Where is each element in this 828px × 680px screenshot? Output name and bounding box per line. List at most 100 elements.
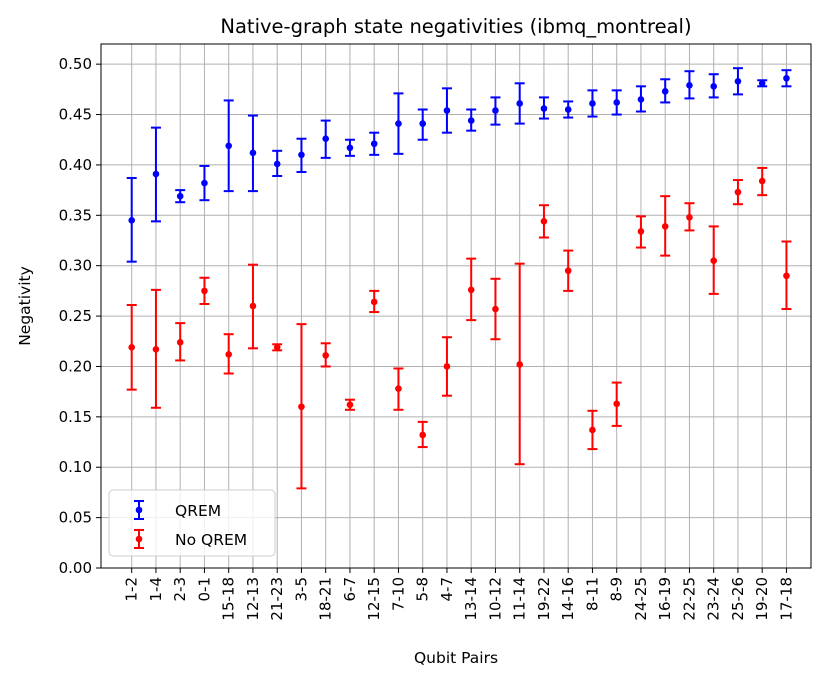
data-point: [128, 217, 135, 224]
data-point: [346, 144, 354, 152]
data-point: [467, 286, 475, 294]
data-point: [540, 218, 548, 225]
data-point: [758, 80, 766, 87]
x-tick-label: 12-13: [244, 577, 262, 621]
x-tick-label: 12-15: [365, 577, 383, 621]
y-tick-label: 0.30: [59, 257, 92, 275]
data-point: [734, 77, 742, 85]
data-point: [686, 214, 693, 221]
data-point: [661, 223, 669, 230]
data-point: [443, 363, 451, 370]
series-0: [126, 67, 792, 263]
legend-marker-point: [135, 506, 143, 514]
data-point: [492, 305, 499, 313]
data-point: [613, 99, 620, 106]
y-tick-label: 0.40: [59, 156, 92, 174]
legend-box: [108, 489, 276, 557]
data-point: [395, 120, 402, 127]
x-tick-label: 0-1: [195, 577, 213, 602]
legend-marker-point: [135, 535, 143, 543]
x-tick-label: 8-11: [583, 577, 601, 611]
x-tick-label: 14-16: [559, 577, 577, 621]
x-tick-label: 5-8: [414, 577, 432, 602]
x-tick-label: 18-21: [317, 577, 335, 621]
plot-frame: [100, 43, 812, 569]
data-point: [516, 100, 523, 107]
data-point: [176, 338, 184, 346]
data-point: [419, 431, 427, 439]
x-tick-label: 24-25: [632, 577, 650, 621]
data-point: [710, 83, 717, 90]
data-point: [564, 267, 572, 275]
data-point: [273, 160, 281, 168]
y-tick-label: 0.50: [59, 55, 92, 73]
data-point: [395, 385, 402, 392]
y-tick-label: 0.35: [59, 206, 92, 224]
data-point: [467, 117, 475, 124]
x-tick-label: 11-14: [511, 577, 529, 621]
x-tick-label: 19-22: [535, 577, 553, 621]
data-point: [201, 287, 208, 295]
y-tick-label: 0.00: [59, 559, 92, 577]
plot-marks: [126, 67, 792, 490]
data-point: [152, 346, 160, 353]
y-axis: 0.00 0.05 0.10 0.15 0.20 0.25 0.30 0.35 0.40 0.45…: [59, 55, 101, 577]
data-point: [564, 106, 572, 113]
x-tick-label: 22-25: [680, 577, 698, 621]
data-point: [783, 74, 790, 82]
x-tick-label: 2-3: [171, 577, 189, 602]
legend-label: No QREM: [175, 531, 247, 549]
x-tick-label: 15-18: [220, 577, 238, 621]
data-point: [370, 298, 378, 306]
x-tick-label: 16-19: [656, 577, 674, 621]
data-point: [346, 401, 354, 409]
data-point: [686, 82, 693, 89]
data-point: [637, 228, 645, 235]
x-tick-label: 23-24: [705, 577, 723, 621]
data-point: [370, 140, 378, 148]
data-point: [225, 351, 232, 358]
data-point: [249, 302, 257, 310]
y-tick-label: 0.05: [59, 509, 92, 527]
x-tick-label: 8-9: [608, 577, 626, 602]
data-point: [152, 170, 160, 178]
x-tick-label: 1-4: [147, 577, 165, 602]
y-tick-label: 0.10: [59, 458, 92, 476]
data-point: [516, 361, 523, 368]
chart-title: Native-graph state negativities (ibmq_mo…: [220, 15, 691, 38]
data-point: [443, 107, 451, 114]
data-point: [589, 426, 596, 434]
data-point: [589, 100, 596, 107]
data-point: [176, 192, 184, 200]
x-tick-label: 4-7: [438, 577, 456, 602]
data-point: [249, 149, 257, 157]
data-point: [710, 257, 717, 264]
series-1: [126, 166, 792, 490]
x-tick-label: 3-5: [292, 577, 310, 602]
x-tick-label: 6-7: [341, 577, 359, 602]
x-tick-label: 25-26: [729, 577, 747, 621]
legend-label: QREM: [175, 502, 221, 520]
data-point: [128, 344, 135, 351]
data-point: [298, 403, 305, 411]
data-point: [225, 142, 232, 150]
x-tick-label: 17-18: [777, 577, 795, 621]
legend: QREM No QREM: [108, 489, 276, 557]
data-point: [273, 344, 281, 351]
x-axis-label: Qubit Pairs: [414, 649, 498, 667]
x-tick-label: 7-10: [389, 577, 407, 611]
data-point: [201, 179, 208, 187]
x-tick-label: 13-14: [462, 577, 480, 621]
y-tick-label: 0.25: [59, 307, 92, 325]
y-tick-label: 0.15: [59, 408, 92, 426]
data-point: [540, 105, 548, 112]
data-point: [322, 352, 330, 359]
x-axis: 1-2 1-4 2-3 0-1 15-18 12-13 21-23 3-5 18-21 6-7 12…: [123, 568, 795, 621]
data-point: [492, 107, 499, 114]
data-point: [322, 135, 330, 143]
data-point: [613, 400, 620, 408]
y-tick-label: 0.20: [59, 357, 92, 375]
data-point: [419, 120, 427, 127]
